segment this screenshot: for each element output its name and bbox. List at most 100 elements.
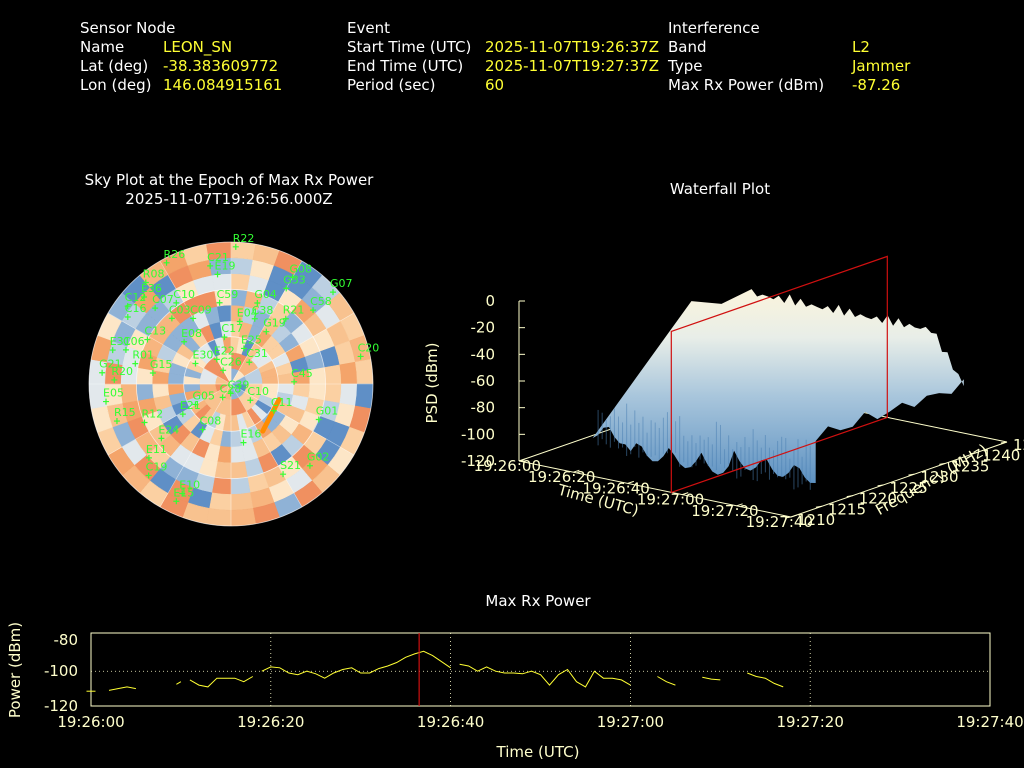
skyplot-satellite: C11: [270, 396, 293, 414]
waterfall-psd-tick-label: -40: [471, 345, 496, 363]
waterfall-frequency-tick-label: 1210: [797, 511, 835, 529]
satellite-label: C19: [146, 460, 168, 473]
satellite-marker: [122, 346, 129, 353]
satellite-marker: [109, 347, 116, 354]
sensor-name-label: Name: [80, 38, 125, 56]
satellite-label: E25: [241, 333, 262, 346]
waterfall-psd-tick-label: -20: [471, 319, 496, 337]
satellite-label: R21: [283, 304, 305, 317]
satellite-label: C28: [220, 382, 242, 395]
waterfall-time-tick: [627, 480, 634, 484]
satellite-label: C39: [228, 378, 250, 391]
satellite-marker: [315, 416, 322, 423]
event-end-value: 2025-11-07T19:27:37Z: [485, 57, 659, 75]
event-period-label: Period (sec): [347, 76, 436, 94]
event-title: Event: [347, 19, 390, 37]
satellite-label: C03: [169, 303, 191, 316]
satellite-label: C11: [271, 396, 293, 409]
maxrx-series-segment: [176, 681, 182, 685]
sensor-node-title: Sensor Node: [80, 19, 176, 37]
satellite-marker: [220, 367, 227, 374]
satellite-marker: [232, 243, 239, 250]
maxrx-series-segment: [189, 676, 254, 688]
skyplot-satellite: C17: [221, 322, 243, 341]
satellite-label: E10: [179, 479, 200, 492]
skyplot-cell: [323, 364, 342, 385]
waterfall-frequency-tick: [784, 516, 792, 519]
event-end-label: End Time (UTC): [347, 57, 464, 75]
satellite-label: C31: [246, 347, 268, 360]
satellite-label: E05: [103, 387, 124, 400]
satellite-marker: [199, 426, 206, 433]
skyplot-satellite: G15: [149, 358, 172, 377]
skyplot-cell: [339, 361, 358, 385]
skyplot-satellite: E05: [103, 387, 124, 405]
satellite-marker: [219, 394, 226, 401]
satellite-label: R20: [111, 365, 133, 378]
skyplot-cell: [230, 445, 245, 464]
satellite-marker: [280, 471, 287, 478]
skyplot-cell: [230, 492, 254, 511]
satellite-marker: [149, 370, 156, 377]
satellite-label: E19: [215, 259, 236, 272]
satellite-marker: [214, 271, 221, 278]
waterfall-plot: 0-20-40-60-80-100-12019:26:0019:26:2019:…: [423, 255, 1024, 531]
satellite-label: G07: [330, 277, 353, 290]
skyplot-title: Sky Plot at the Epoch of Max Rx Power: [84, 171, 374, 189]
sensor-name-value: LEON_SN: [163, 38, 233, 56]
satellite-label: G21: [99, 358, 122, 371]
satellite-marker: [251, 315, 258, 322]
waterfall-frequency-tick: [970, 452, 977, 455]
skyplot-cell: [208, 492, 232, 511]
satellite-marker: [179, 490, 186, 497]
satellite-label: E11: [146, 443, 167, 456]
waterfall-surface: [592, 289, 964, 483]
satellite-label: E15: [173, 486, 194, 499]
skyplot-satellite: C09: [190, 303, 212, 322]
skyplot-satellite: R08: [142, 267, 164, 286]
waterfall-frequency-tick-label: 1245: [1013, 436, 1024, 454]
skyplot-satellite: E25: [240, 333, 262, 352]
maxrx-time-tick-label: 19:26:20: [237, 713, 304, 731]
waterfall-time-tick-label: 19:27:00: [637, 491, 704, 509]
skyplot-satellite: E19: [214, 259, 236, 278]
satellite-marker: [240, 345, 247, 352]
satellite-marker: [207, 262, 214, 269]
sensor-lat-label: Lat (deg): [80, 57, 149, 75]
skyplot-satellite: E11: [146, 443, 167, 461]
skyplot-satellite: E15: [173, 486, 194, 505]
satellite-marker: [179, 411, 186, 418]
skyplot-cell: [211, 476, 232, 495]
skyplot-azimuth-spoke: [159, 260, 232, 385]
maxrx-power-tick-label: -120: [44, 697, 78, 715]
satellite-label: C10: [173, 288, 195, 301]
skyplot-cell: [355, 383, 373, 409]
satellite-label: C10: [247, 385, 269, 398]
waterfall-time-tick: [790, 514, 798, 518]
satellite-marker: [310, 307, 317, 314]
skyplot-interference-track: [260, 397, 282, 434]
satellite-marker: [221, 334, 228, 341]
event-start-value: 2025-11-07T19:26:37Z: [485, 38, 659, 56]
satellite-marker: [190, 315, 197, 322]
maxrx-xlabel: Time (UTC): [496, 743, 580, 761]
satellite-label: C17: [221, 322, 243, 335]
event-start-label: Start Time (UTC): [347, 38, 472, 56]
satellite-marker: [213, 356, 220, 363]
waterfall-frequency-tick-label: 1240: [982, 447, 1020, 465]
skyplot-satellite: C28: [219, 382, 242, 401]
maxrx-series-segment: [657, 676, 676, 686]
sensor-lat-value: -38.383609772: [163, 57, 279, 75]
satellite-label: G04: [254, 288, 277, 301]
skyplot-satellite: G05: [192, 390, 215, 408]
skyplot-satellite: R15: [114, 406, 136, 425]
maxrx-series-segment: [702, 676, 721, 681]
satellite-marker: [283, 285, 290, 292]
satellite-label: C09: [190, 303, 212, 316]
waterfall-time-tick-label: 19:26:00: [474, 457, 541, 475]
skyplot-azimuth-spoke: [230, 383, 303, 508]
satellite-label: C58: [310, 295, 332, 308]
waterfall-frequency-tick: [877, 484, 884, 487]
satellite-label: G01: [316, 404, 339, 417]
satellite-marker: [124, 303, 131, 310]
